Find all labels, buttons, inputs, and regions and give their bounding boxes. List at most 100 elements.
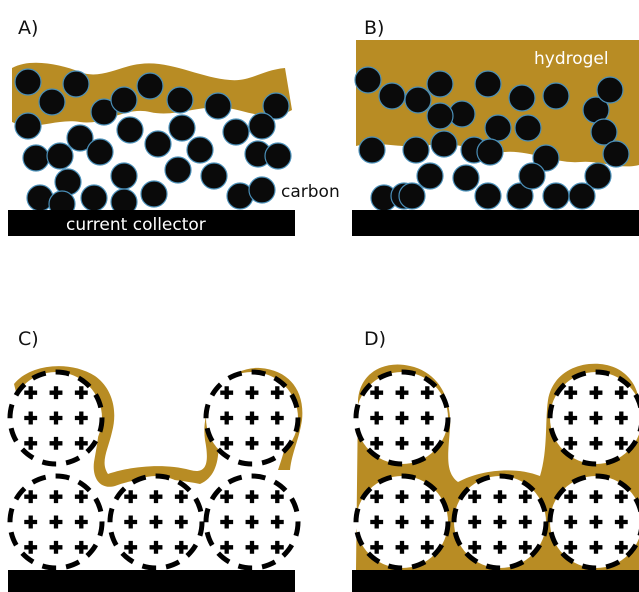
porous-particle — [547, 369, 639, 467]
carbon-particle — [532, 144, 560, 172]
pore — [245, 411, 259, 425]
carbon-particle — [514, 114, 542, 142]
carbon-particle — [140, 180, 168, 208]
carbon-particle — [426, 70, 454, 98]
carbon-particle — [166, 86, 194, 114]
carbon-particle — [248, 112, 276, 140]
pore — [270, 515, 284, 529]
pore — [270, 386, 284, 400]
pore — [124, 540, 138, 554]
porous-particle — [107, 473, 205, 571]
pore — [174, 540, 188, 554]
pore — [614, 490, 628, 504]
panel-a-label: A) — [18, 17, 38, 39]
pore — [74, 411, 88, 425]
pore — [24, 490, 38, 504]
pore — [220, 411, 234, 425]
pore — [174, 490, 188, 504]
pore — [468, 515, 482, 529]
pore — [395, 386, 409, 400]
pore — [74, 386, 88, 400]
pore — [49, 540, 63, 554]
pore — [74, 436, 88, 450]
pore — [564, 490, 578, 504]
pore — [220, 436, 234, 450]
carbon-particle — [204, 92, 232, 120]
pore — [420, 436, 434, 450]
porous-particle — [203, 473, 301, 571]
pore — [24, 386, 38, 400]
carbon-particle — [542, 82, 570, 110]
carbon-particle — [86, 138, 114, 166]
pore — [220, 515, 234, 529]
carbon-particle — [452, 164, 480, 192]
pore — [220, 386, 234, 400]
pore — [24, 411, 38, 425]
carbon-particle — [168, 114, 196, 142]
carbon-particle — [14, 112, 42, 140]
pore — [370, 411, 384, 425]
pore — [614, 515, 628, 529]
carbon-particle — [506, 182, 534, 210]
pore — [245, 386, 259, 400]
pore — [370, 540, 384, 554]
pore — [270, 540, 284, 554]
carbon-particle — [248, 176, 276, 204]
carbon-particle — [426, 102, 454, 130]
panel-c: C) — [7, 328, 303, 592]
pore — [518, 490, 532, 504]
pore — [493, 540, 507, 554]
carbon-particle — [430, 130, 458, 158]
carbon-particle — [590, 118, 618, 146]
pore — [493, 490, 507, 504]
carbon-particle — [110, 86, 138, 114]
pore — [270, 436, 284, 450]
carbon-particle — [474, 182, 502, 210]
panel-a-current-collector — [8, 210, 295, 236]
porous-particle — [353, 473, 451, 571]
porous-particle — [7, 369, 105, 467]
porous-particle — [353, 369, 451, 467]
panel-c-porous-particles — [7, 369, 301, 571]
pore — [564, 436, 578, 450]
panel-a: A) current collector — [8, 17, 295, 236]
pore — [270, 490, 284, 504]
pore — [614, 540, 628, 554]
porous-particle — [7, 473, 105, 571]
carbon-particle — [568, 182, 596, 210]
pore — [24, 515, 38, 529]
carbon-particle — [474, 70, 502, 98]
pore — [49, 386, 63, 400]
pore — [468, 540, 482, 554]
pore — [518, 515, 532, 529]
carbon-particle — [80, 184, 108, 212]
carbon-particle — [136, 72, 164, 100]
pore — [589, 386, 603, 400]
carbon-particle — [354, 66, 382, 94]
pore — [370, 386, 384, 400]
panel-b-current-collector — [352, 210, 639, 236]
pore — [395, 540, 409, 554]
pore — [49, 515, 63, 529]
pore — [589, 515, 603, 529]
porous-particle — [547, 473, 639, 571]
carbon-particle — [144, 130, 172, 158]
pore — [74, 490, 88, 504]
panel-a-carbon-particles — [14, 68, 292, 218]
carbon-particle — [602, 140, 630, 168]
pore — [49, 490, 63, 504]
carbon-particle — [264, 142, 292, 170]
pore — [174, 515, 188, 529]
pore — [420, 490, 434, 504]
carbon-particle — [262, 92, 290, 120]
panel-b-carbon-particles — [354, 66, 630, 212]
pore — [370, 490, 384, 504]
carbon-particle — [378, 82, 406, 110]
carbon-particle — [542, 182, 570, 210]
panel-d-label: D) — [364, 328, 386, 350]
carbon-particle — [398, 182, 426, 210]
pore — [395, 436, 409, 450]
carbon-particle — [222, 118, 250, 146]
pore — [589, 436, 603, 450]
pore — [49, 411, 63, 425]
